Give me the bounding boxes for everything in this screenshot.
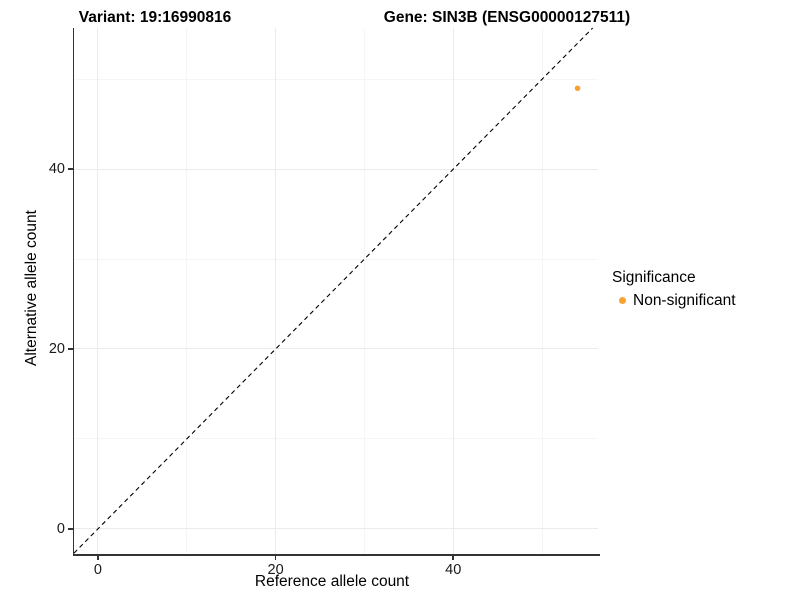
y-tick-mark [68,528,73,530]
data-points [574,85,581,92]
gridline-major-y [74,528,598,530]
gridline-minor-x [363,28,365,554]
identity-line [73,27,594,554]
gridline-minor-y [74,78,598,80]
gridline-major-x [275,28,277,554]
data-point [574,85,581,92]
gridline-minor-y [74,258,598,260]
legend-item-label: Non-significant [633,292,736,309]
y-tick-label: 40 [48,161,65,178]
plot-title-gene: Gene: SIN3B (ENSG00000127511) [383,9,631,26]
gridline-major-x [97,28,99,554]
y-axis-line [72,28,74,556]
legend: Significance Non-significant [612,268,736,310]
gridline-major-y [74,168,598,170]
y-tick-label: 20 [48,340,65,357]
plot-title-variant: Variant: 19:16990816 [78,9,232,26]
legend-item: Non-significant [619,291,736,310]
x-tick-mark [97,555,99,560]
gridline-minor-y [74,438,598,440]
gridline-minor-x [186,28,188,554]
y-tick-label: 0 [56,520,65,537]
x-axis-title: Reference allele count [254,573,410,590]
x-tick-mark [274,555,277,560]
y-axis-title: Alternative allele count [23,210,40,366]
legend-title: Significance [612,269,696,286]
gridline-major-y [74,348,598,350]
x-axis-line [72,554,600,556]
gridline-minor-x [541,28,543,554]
x-tick-label: 40 [445,562,462,578]
y-tick-mark [68,168,73,170]
legend-point-icon [619,297,626,304]
x-tick-label: 20 [267,562,284,578]
y-tick-mark [68,348,73,350]
gridline-major-x [452,28,454,554]
x-tick-mark [452,555,454,560]
x-tick-label: 0 [93,562,102,578]
